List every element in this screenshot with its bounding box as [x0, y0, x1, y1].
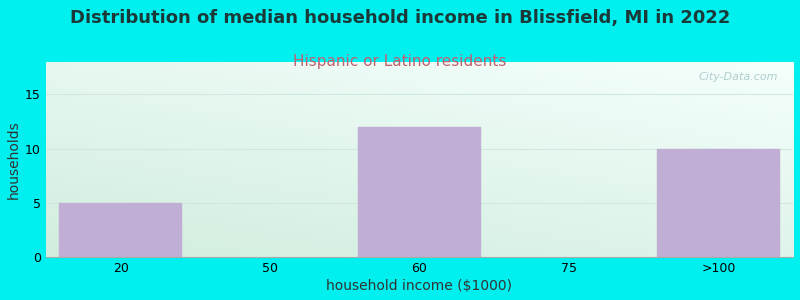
X-axis label: household income ($1000): household income ($1000)	[326, 279, 513, 293]
Bar	[358, 127, 481, 257]
Text: Distribution of median household income in Blissfield, MI in 2022: Distribution of median household income …	[70, 9, 730, 27]
Bar	[59, 203, 182, 257]
Bar	[657, 149, 780, 257]
Text: City-Data.com: City-Data.com	[698, 72, 778, 82]
Text: Hispanic or Latino residents: Hispanic or Latino residents	[294, 54, 506, 69]
Y-axis label: households: households	[7, 120, 21, 199]
